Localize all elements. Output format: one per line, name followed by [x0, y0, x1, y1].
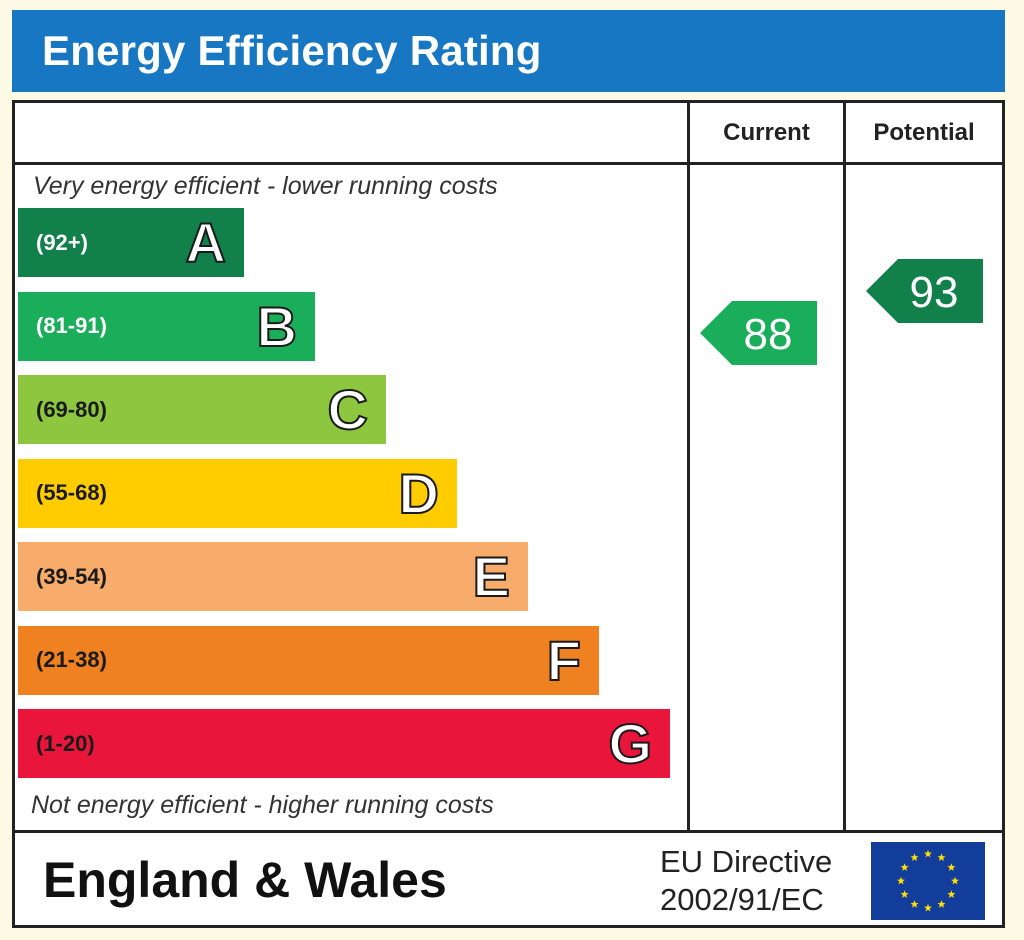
title-bar: Energy Efficiency Rating [12, 10, 1005, 92]
eu-star-icon [910, 900, 919, 908]
band-letter: B [256, 294, 298, 359]
bottom-note: Not energy efficient - higher running co… [31, 791, 494, 819]
eu-star-icon [910, 853, 919, 862]
band-g: (1-20) G [18, 709, 670, 778]
band-range-label: (92+) [36, 229, 88, 255]
eu-star-icon [900, 890, 909, 898]
band-range-label: (1-20) [36, 730, 95, 756]
band-range-label: (21-38) [36, 647, 107, 672]
directive-line-2: 2002/91/EC [660, 882, 824, 917]
potential-rating-arrow: 93 [866, 259, 983, 323]
eu-star-icon [937, 900, 946, 908]
eu-star-icon [947, 890, 956, 898]
directive-line-1: EU Directive [660, 844, 833, 879]
potential-column-divider [843, 103, 846, 830]
band-letter: E [472, 544, 511, 609]
region-label: England & Wales [43, 852, 447, 908]
potential-column-header: Potential [873, 119, 975, 146]
band-f: (21-38) F [18, 625, 599, 695]
footer: England & Wales EU Directive 2002/91/EC [12, 830, 1005, 928]
rating-arrow-shape: 93 [866, 259, 983, 323]
band-letter: D [398, 461, 440, 526]
band-letter: G [607, 711, 653, 776]
eu-star-icon [937, 853, 946, 862]
band-letter: A [185, 210, 227, 275]
band-range-label: (55-68) [36, 480, 107, 505]
top-note: Very energy efficient - lower running co… [33, 172, 498, 200]
rating-panel: Current Potential Very energy efficient … [12, 100, 1005, 833]
rating-arrow-body [866, 259, 983, 323]
band-a: (92+) A [18, 208, 244, 277]
band-letter: F [546, 628, 582, 693]
eu-star-icon [897, 876, 905, 885]
current-rating-arrow: 88 [700, 300, 817, 365]
current-column-header: Current [723, 119, 810, 146]
eu-directive: EU Directive 2002/91/EC [660, 843, 832, 919]
eu-star-icon [924, 849, 932, 858]
band-range-label: (81-91) [36, 313, 107, 338]
band-range-label: (39-54) [36, 563, 107, 589]
rating-arrow-body [700, 300, 817, 365]
header-divider [15, 162, 1002, 165]
rating-arrow-shape: 88 [700, 300, 817, 365]
band-range-label: (69-80) [36, 396, 107, 422]
rating-value: 93 [910, 268, 959, 317]
eu-star-icon [924, 903, 932, 912]
chart-title: Energy Efficiency Rating [42, 27, 542, 74]
eu-star-icon [947, 863, 956, 871]
eu-flag-icon [871, 842, 985, 920]
eu-star-icon [900, 863, 909, 871]
current-column-divider [687, 103, 690, 830]
band-e: (39-54) E [18, 542, 528, 611]
band-d: (55-68) D [18, 458, 457, 528]
eu-star-icon [951, 876, 959, 885]
band-c: (69-80) C [18, 375, 386, 444]
rating-value: 88 [744, 310, 793, 359]
band-b: (81-91) B [18, 291, 315, 361]
band-letter: C [327, 377, 369, 442]
